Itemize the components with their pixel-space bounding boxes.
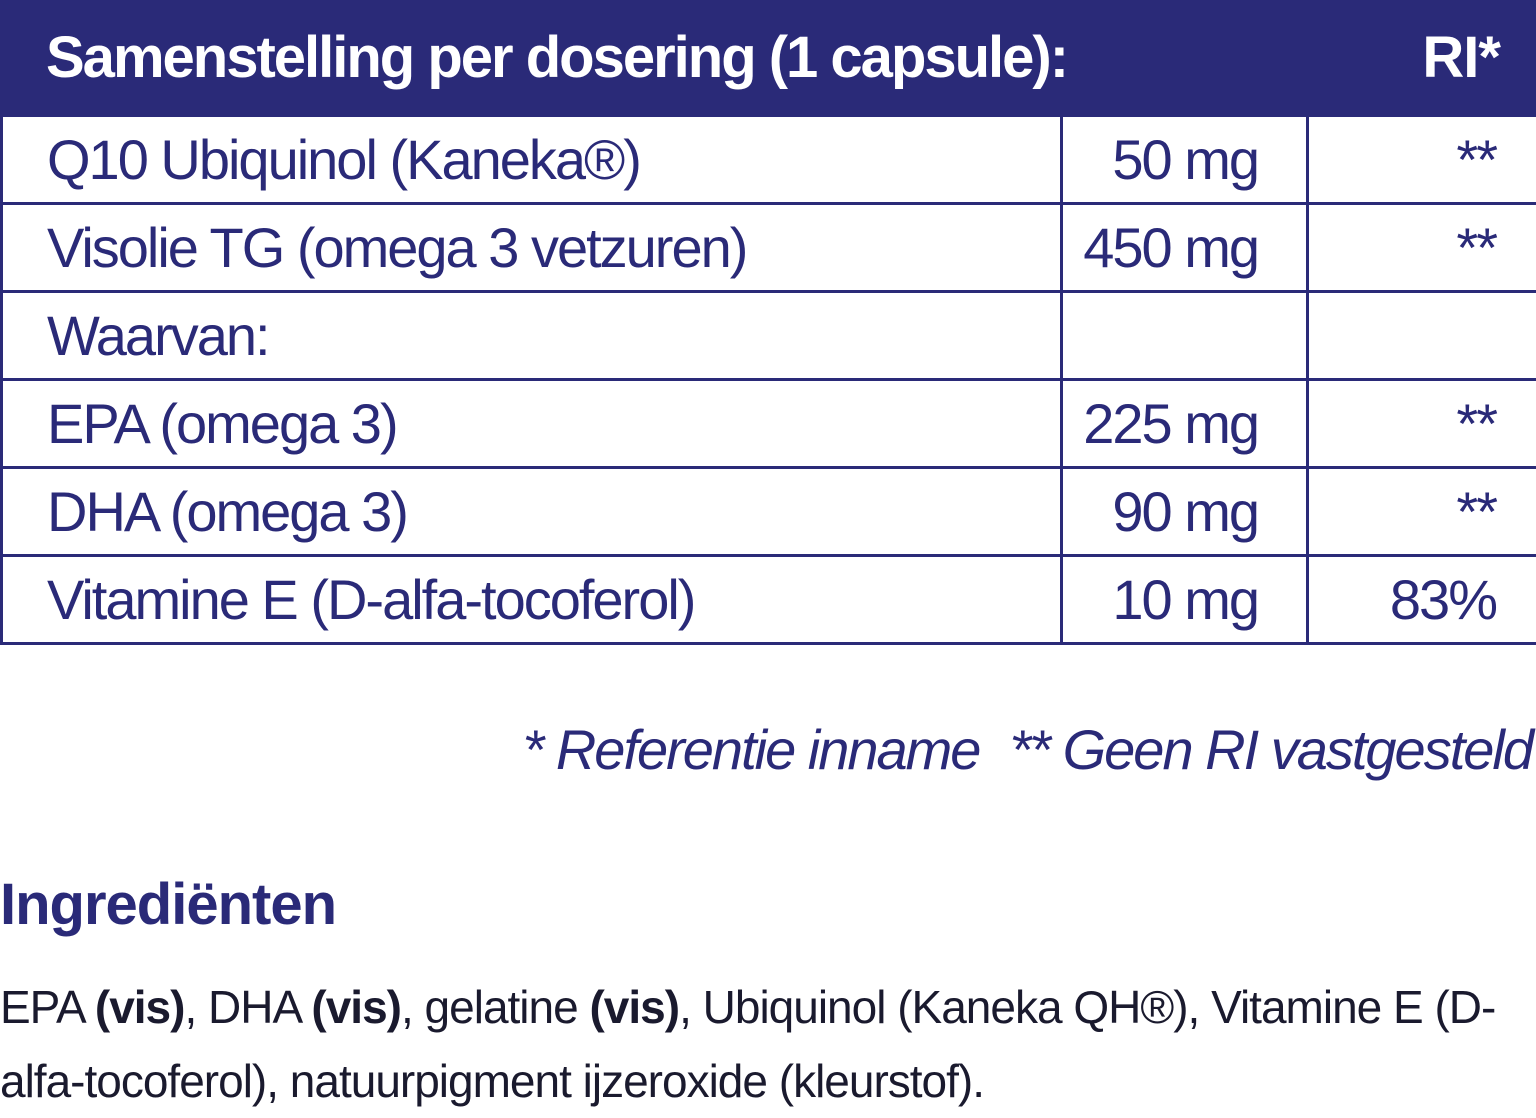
- table-row: Q10 Ubiquinol (Kaneka®) 50 mg **: [2, 116, 1536, 204]
- ingredients-part: , gelatine: [401, 981, 589, 1033]
- ingredient-amount: 450 mg: [1062, 204, 1308, 292]
- footnote-no-ri: ** Geen RI vastgesteld: [1009, 718, 1532, 782]
- ingredient-ri: 83%: [1308, 556, 1536, 644]
- ingredient-name: Waarvan:: [2, 292, 1062, 380]
- ingredient-ri: **: [1308, 116, 1536, 204]
- table-row: Visolie TG (omega 3 vetzuren) 450 mg **: [2, 204, 1536, 292]
- composition-header: Samenstelling per dosering (1 capsule): …: [0, 0, 1536, 114]
- table-row: EPA (omega 3) 225 mg **: [2, 380, 1536, 468]
- footnote-ri: * Referentie inname: [523, 718, 980, 782]
- ingredient-ri: **: [1308, 468, 1536, 556]
- ingredient-amount: [1062, 292, 1308, 380]
- ingredients-allergen: (vis): [589, 981, 679, 1033]
- ri-column-header: RI*: [1422, 26, 1500, 90]
- ingredient-name: Visolie TG (omega 3 vetzuren): [2, 204, 1062, 292]
- composition-rows: Q10 Ubiquinol (Kaneka®) 50 mg ** Visolie…: [0, 114, 1536, 645]
- ingredients-text: EPA (vis), DHA (vis), gelatine (vis), Ub…: [0, 970, 1530, 1118]
- ingredient-name: EPA (omega 3): [2, 380, 1062, 468]
- ingredients-allergen: (vis): [95, 981, 185, 1033]
- ingredients-heading: Ingrediënten: [0, 872, 336, 938]
- ingredient-ri: [1308, 292, 1536, 380]
- ingredients-part: EPA: [0, 981, 95, 1033]
- ingredient-name: Vitamine E (D-alfa-tocoferol): [2, 556, 1062, 644]
- footnote: * Referentie inname ** Geen RI vastgestel…: [523, 718, 1533, 782]
- ingredient-ri: **: [1308, 380, 1536, 468]
- ingredient-name: Q10 Ubiquinol (Kaneka®): [2, 116, 1062, 204]
- ingredients-allergen: (vis): [311, 981, 401, 1033]
- ingredient-amount: 225 mg: [1062, 380, 1308, 468]
- composition-title: Samenstelling per dosering (1 capsule):: [46, 26, 1067, 90]
- ingredients-part: , DHA: [184, 981, 311, 1033]
- ingredient-amount: 90 mg: [1062, 468, 1308, 556]
- ingredient-amount: 50 mg: [1062, 116, 1308, 204]
- table-row: Vitamine E (D-alfa-tocoferol) 10 mg 83%: [2, 556, 1536, 644]
- ingredient-name: DHA (omega 3): [2, 468, 1062, 556]
- ingredient-ri: **: [1308, 204, 1536, 292]
- table-row: DHA (omega 3) 90 mg **: [2, 468, 1536, 556]
- ingredient-amount: 10 mg: [1062, 556, 1308, 644]
- table-row: Waarvan:: [2, 292, 1536, 380]
